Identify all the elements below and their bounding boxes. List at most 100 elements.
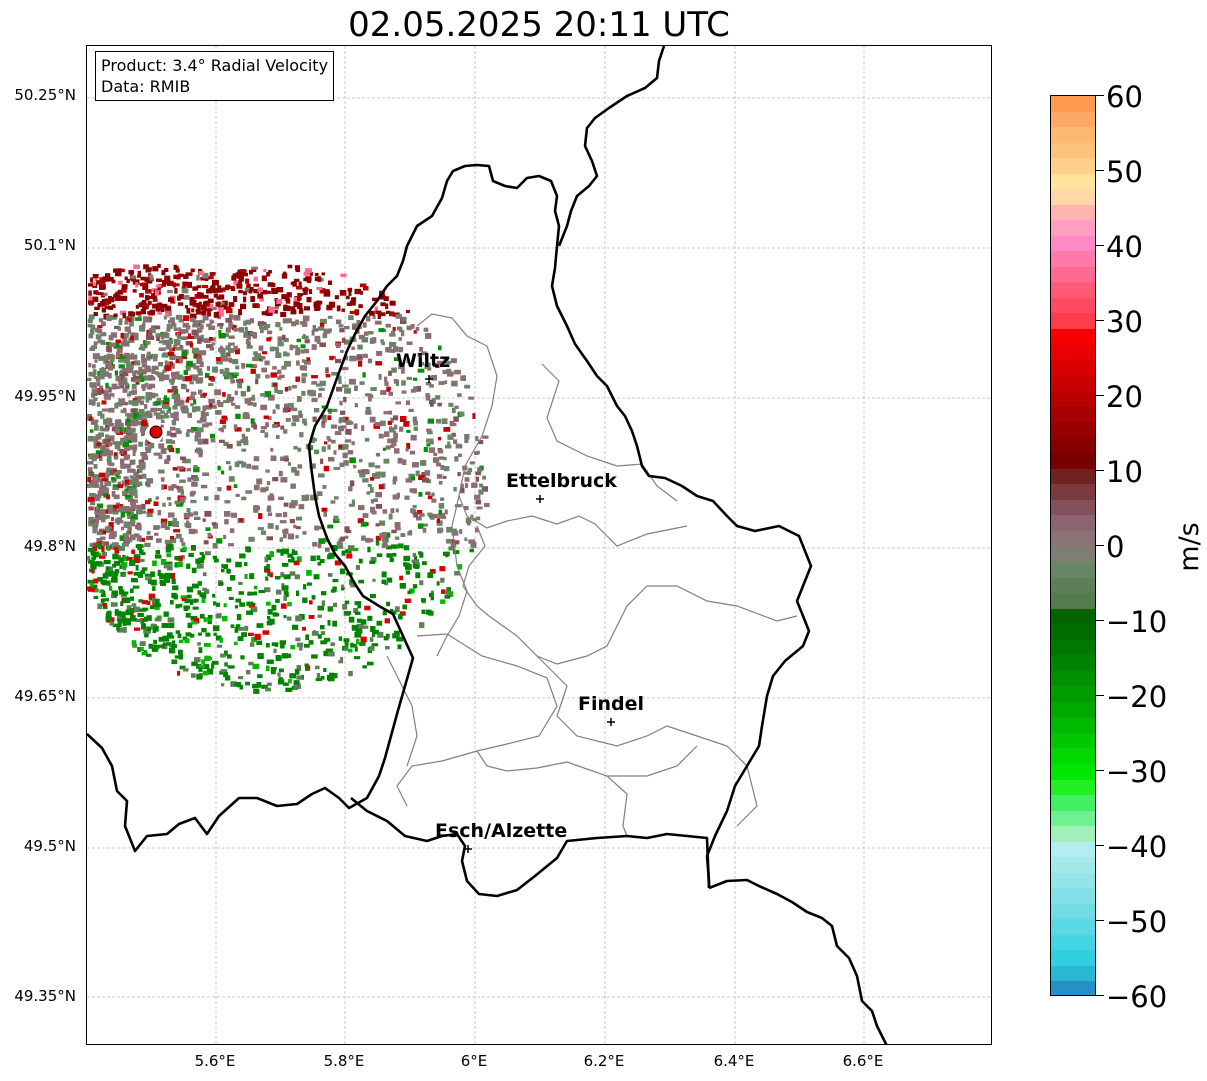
radar-echo-pixel [147, 385, 153, 390]
radar-echo-pixel [91, 563, 97, 570]
radar-echo-pixel [104, 480, 112, 487]
radar-echo-pixel [191, 347, 199, 354]
radar-echo-pixel [241, 433, 246, 438]
radar-echo-pixel [345, 295, 350, 300]
radar-echo-pixel [257, 293, 263, 299]
radar-echo-pixel [224, 511, 231, 517]
radar-echo-pixel [253, 289, 259, 294]
radar-echo-pixel [103, 358, 109, 364]
radar-echo-pixel [194, 334, 197, 339]
radar-echo-pixel [129, 444, 133, 450]
radar-echo-pixel [88, 363, 92, 368]
radar-echo-pixel [180, 595, 187, 600]
radar-echo-pixel [403, 555, 411, 562]
radar-echo-pixel [94, 277, 98, 282]
radar-echo-pixel [415, 326, 420, 331]
radar-echo-pixel [114, 429, 120, 434]
radar-echo-pixel [209, 337, 213, 341]
radar-echo-pixel [392, 494, 399, 500]
radar-echo-pixel [147, 508, 154, 513]
radar-echo-pixel [438, 527, 444, 533]
radar-echo-pixel [216, 602, 221, 607]
radar-echo-pixel [240, 303, 247, 310]
radar-echo-pixel [302, 597, 308, 603]
radar-echo-pixel [147, 374, 153, 379]
radar-echo-pixel [249, 269, 253, 275]
radar-echo-pixel [130, 334, 134, 341]
radar-echo-pixel [91, 568, 95, 574]
radar-echo-pixel [96, 561, 102, 565]
radar-echo-pixel [230, 512, 237, 518]
radar-echo-pixel [142, 299, 147, 305]
radar-echo-pixel [208, 375, 214, 381]
radar-echo-pixel [131, 549, 135, 554]
radar-echo-pixel [369, 487, 374, 493]
radar-echo-pixel [336, 319, 342, 325]
radar-echo-pixel [205, 412, 209, 417]
radar-echo-pixel [312, 542, 318, 547]
radar-echo-pixel [257, 321, 265, 326]
radar-echo-pixel [92, 546, 97, 551]
radar-echo-pixel [279, 640, 286, 645]
radar-echo-pixel [130, 610, 134, 617]
radar-echo-pixel [272, 366, 277, 370]
radar-echo-pixel [131, 489, 138, 496]
radar-echo-pixel [145, 500, 151, 505]
radar-echo-pixel [87, 467, 93, 472]
radar-echo-pixel [436, 520, 443, 526]
radar-echo-pixel [267, 505, 272, 509]
radar-echo-pixel [336, 541, 343, 547]
radar-echo-pixel [244, 625, 249, 631]
radar-echo-pixel [414, 386, 418, 391]
radar-echo-pixel [182, 459, 187, 464]
radar-echo-pixel [285, 687, 293, 692]
radar-map[interactable] [86, 45, 992, 1045]
radar-echo-pixel [153, 325, 161, 330]
radar-echo-pixel [257, 527, 264, 531]
radar-echo-pixel [275, 513, 282, 517]
radar-echo-pixel [104, 371, 109, 377]
radar-echo-pixel [239, 553, 246, 559]
radar-echo-pixel [323, 668, 327, 672]
radar-echo-pixel [426, 443, 431, 447]
radar-echo-pixel [319, 380, 326, 386]
radar-echo-pixel [179, 538, 184, 543]
radar-echo-pixel [164, 526, 170, 530]
radar-echo-pixel [99, 368, 107, 375]
radar-echo-pixel [277, 389, 283, 394]
product-label: Product: 3.4° Radial Velocity [101, 56, 329, 75]
radar-echo-pixel [233, 424, 238, 430]
radar-echo-pixel [443, 475, 447, 479]
radar-echo-pixel [218, 323, 224, 327]
colorbar-band [1051, 484, 1095, 501]
radar-echo-pixel [391, 367, 397, 373]
radar-echo-pixel [210, 285, 216, 290]
radar-echo-pixel [124, 320, 129, 325]
colorbar-tick [1096, 845, 1104, 846]
radar-echo-pixel [98, 435, 102, 440]
radar-echo-pixel [348, 291, 352, 296]
radar-echo-pixel [89, 549, 96, 553]
radar-echo-pixel [191, 567, 197, 574]
radar-echo-pixel [131, 519, 136, 524]
radar-echo-pixel [198, 308, 203, 314]
radar-echo-pixel [304, 643, 310, 648]
radar-echo-pixel [210, 433, 215, 439]
radar-echo-pixel [406, 358, 411, 364]
radar-echo-pixel [112, 591, 117, 597]
radar-echo-pixel [348, 315, 354, 321]
radar-echo-pixel [395, 606, 400, 613]
radar-echo-pixel [92, 555, 97, 560]
radar-echo-pixel [239, 518, 243, 522]
radar-echo-pixel [313, 301, 319, 308]
radar-echo-pixel [306, 357, 311, 361]
lat-label: 49.95°N [14, 387, 76, 405]
radar-echo-pixel [451, 380, 458, 387]
radar-echo-pixel [295, 350, 300, 356]
colorbar-band [1051, 903, 1095, 920]
country-borders [87, 46, 888, 1044]
radar-echo-pixel [189, 313, 197, 319]
radar-echo-pixel [118, 375, 125, 382]
radar-echo-pixel [161, 580, 166, 586]
radar-echo-pixel [266, 659, 274, 664]
